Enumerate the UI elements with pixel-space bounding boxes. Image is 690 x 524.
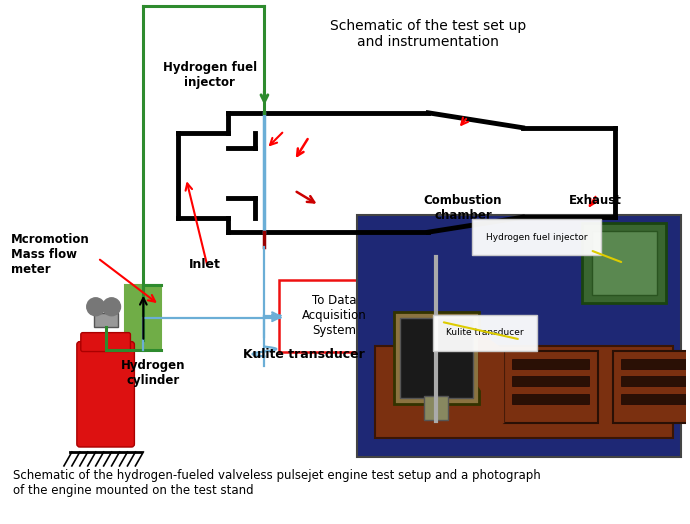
Bar xyxy=(511,358,589,368)
Text: Hydrogen fuel
injector: Hydrogen fuel injector xyxy=(163,61,257,89)
Bar xyxy=(621,358,690,368)
Bar xyxy=(279,280,388,352)
Bar xyxy=(592,231,656,295)
Text: Inlet: Inlet xyxy=(189,258,221,271)
Bar xyxy=(613,351,690,423)
Bar xyxy=(621,395,690,405)
Text: To Data
Acquisition
System: To Data Acquisition System xyxy=(302,294,366,337)
Bar xyxy=(424,396,448,420)
Text: Hydrogen
cylinder: Hydrogen cylinder xyxy=(121,359,186,387)
Bar xyxy=(582,223,667,303)
Bar xyxy=(400,318,473,398)
Bar xyxy=(357,215,681,457)
Polygon shape xyxy=(479,332,504,423)
FancyBboxPatch shape xyxy=(81,333,130,352)
Bar xyxy=(94,313,117,326)
Text: Kulite transducer: Kulite transducer xyxy=(446,328,524,337)
Text: Schematic of the test set up
and instrumentation: Schematic of the test set up and instrum… xyxy=(330,19,526,49)
Circle shape xyxy=(87,298,105,316)
Bar xyxy=(395,312,479,405)
Bar xyxy=(375,346,673,438)
Text: Hydrogen fuel injector: Hydrogen fuel injector xyxy=(486,233,587,242)
Text: Mcromotion
Mass flow
meter: Mcromotion Mass flow meter xyxy=(11,233,90,276)
Bar xyxy=(511,376,589,386)
Circle shape xyxy=(103,298,121,316)
Bar xyxy=(511,395,589,405)
Bar xyxy=(621,376,690,386)
Text: Schematic of the hydrogen-fueled valveless pulsejet engine test setup and a phot: Schematic of the hydrogen-fueled valvele… xyxy=(13,469,541,497)
Text: Kulite transducer: Kulite transducer xyxy=(244,347,365,361)
Text: Exhaust: Exhaust xyxy=(569,194,622,208)
Bar xyxy=(504,351,598,423)
Bar xyxy=(126,285,161,350)
Text: Combustion
chamber: Combustion chamber xyxy=(424,194,502,222)
FancyBboxPatch shape xyxy=(77,342,135,447)
